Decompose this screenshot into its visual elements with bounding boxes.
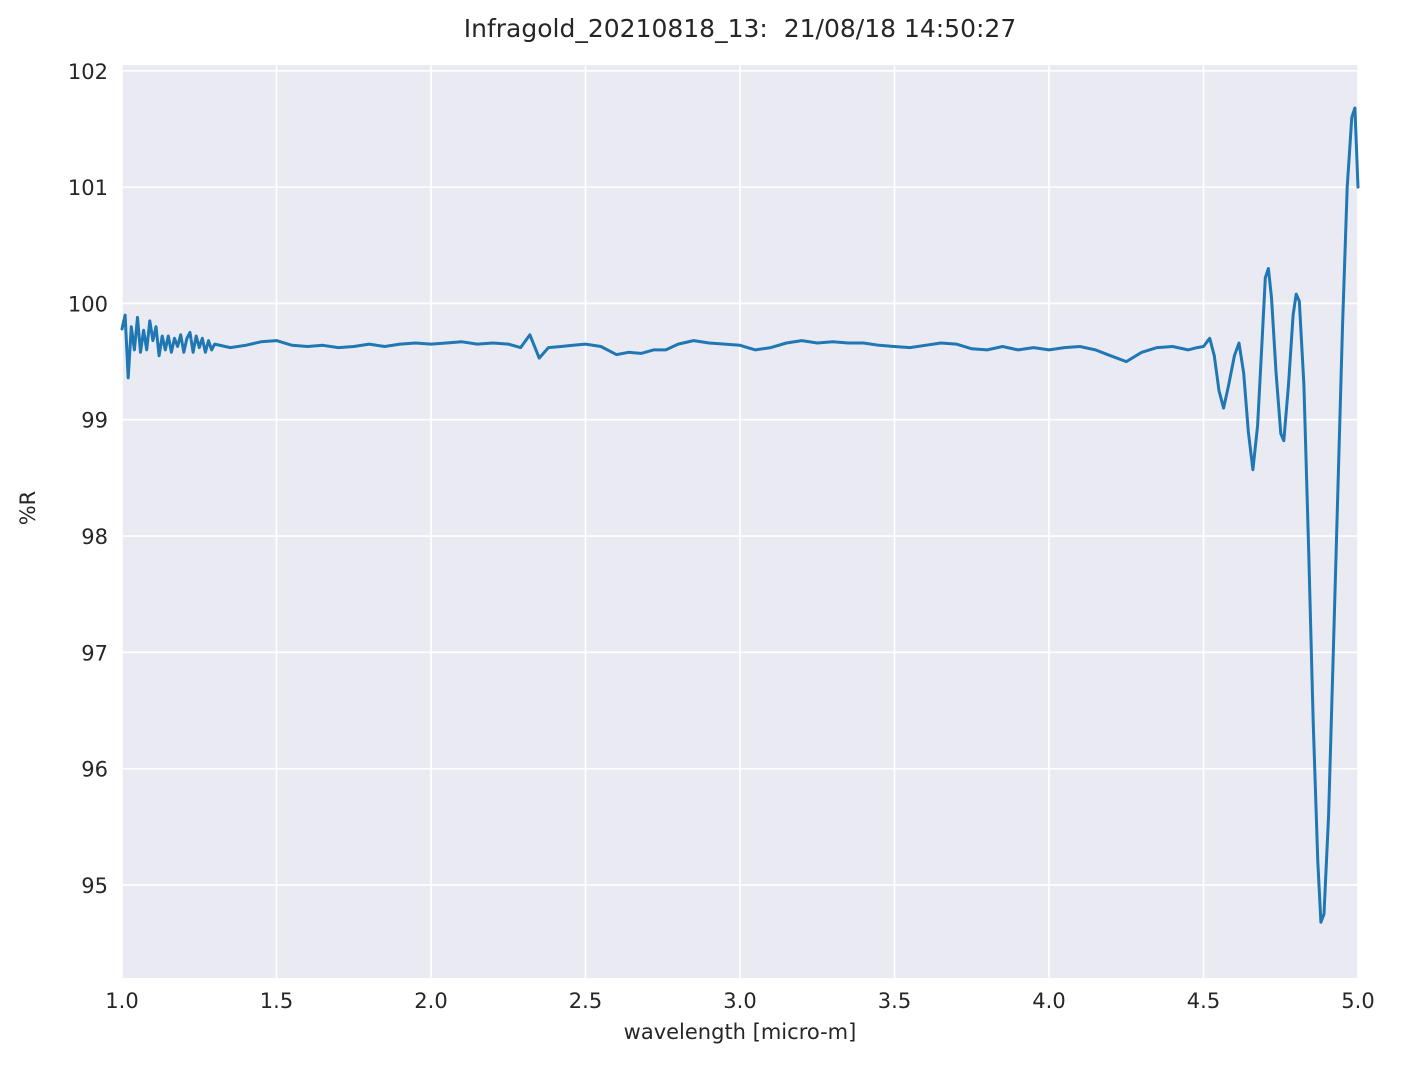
x-tick-label: 2.0 bbox=[414, 989, 447, 1013]
y-tick-label: 102 bbox=[68, 60, 108, 84]
series-line bbox=[120, 106, 1360, 924]
y-tick-label: 96 bbox=[81, 758, 108, 782]
x-tick-label: 1.5 bbox=[260, 989, 293, 1013]
x-tick-label: 4.5 bbox=[1187, 989, 1220, 1013]
y-tick-label: 95 bbox=[81, 874, 108, 898]
x-tick-label: 3.5 bbox=[878, 989, 911, 1013]
y-tick-label: 101 bbox=[68, 176, 108, 200]
y-tick-label: 98 bbox=[81, 525, 108, 549]
x-tick-label: 2.5 bbox=[569, 989, 602, 1013]
y-tick-label: 99 bbox=[81, 409, 108, 433]
x-tick-label: 5.0 bbox=[1341, 989, 1374, 1013]
x-tick-label: 1.0 bbox=[105, 989, 138, 1013]
x-tick-label: 3.0 bbox=[723, 989, 756, 1013]
chart-title: Infragold_20210818_13: 21/08/18 14:50:27 bbox=[463, 14, 1017, 43]
x-axis-label: wavelength [micro-m] bbox=[623, 1020, 857, 1044]
x-tick-label: 4.0 bbox=[1032, 989, 1065, 1013]
y-tick-label: 100 bbox=[68, 292, 108, 316]
y-tick-label: 97 bbox=[81, 641, 108, 665]
